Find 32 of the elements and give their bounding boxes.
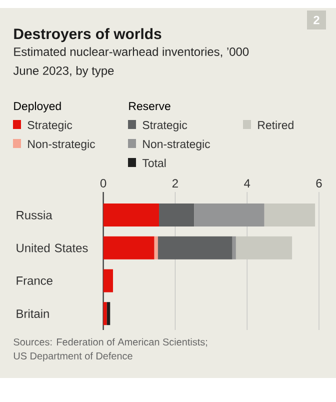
x-tick-label: 0 [100, 179, 106, 188]
chart-title: Destroyers of worlds [14, 28, 162, 42]
y-tick-label: France [16, 276, 52, 285]
bar [154, 236, 158, 260]
y-tick-label: Britain [16, 309, 49, 318]
text: 2 [314, 16, 320, 24]
bar [103, 302, 107, 326]
x-tick-label: 2 [172, 179, 178, 188]
y-tick-label: Russia [16, 210, 52, 220]
text: Reserve [129, 102, 170, 110]
bar [103, 269, 114, 292]
bar [103, 236, 154, 260]
x-tick-label: 4 [244, 179, 250, 188]
bar [264, 204, 316, 226]
x-tick-label: 6 [316, 179, 322, 188]
bar [194, 204, 264, 226]
source-note: Sources: Federation of American Scientists; US Department of Defence [14, 338, 208, 362]
bar [103, 204, 160, 226]
legend-label: Strategic [142, 120, 188, 132]
legend-label: Strategic [28, 120, 72, 132]
legend-label: Retired [258, 120, 294, 130]
legend-label: Non-strategic [28, 140, 96, 150]
bar [158, 236, 232, 260]
chart-subtitle: Estimated nuclear-warhead inventories, ’000 June 2023, by type [13, 47, 249, 78]
legend-label: Total [142, 158, 166, 168]
y-tick-label: United States [16, 243, 88, 252]
legend-label: Non-strategic [143, 140, 210, 150]
bar [159, 204, 194, 226]
text: Deployed [14, 102, 61, 112]
bar [232, 236, 236, 260]
bar [236, 236, 292, 260]
bar [106, 302, 110, 326]
